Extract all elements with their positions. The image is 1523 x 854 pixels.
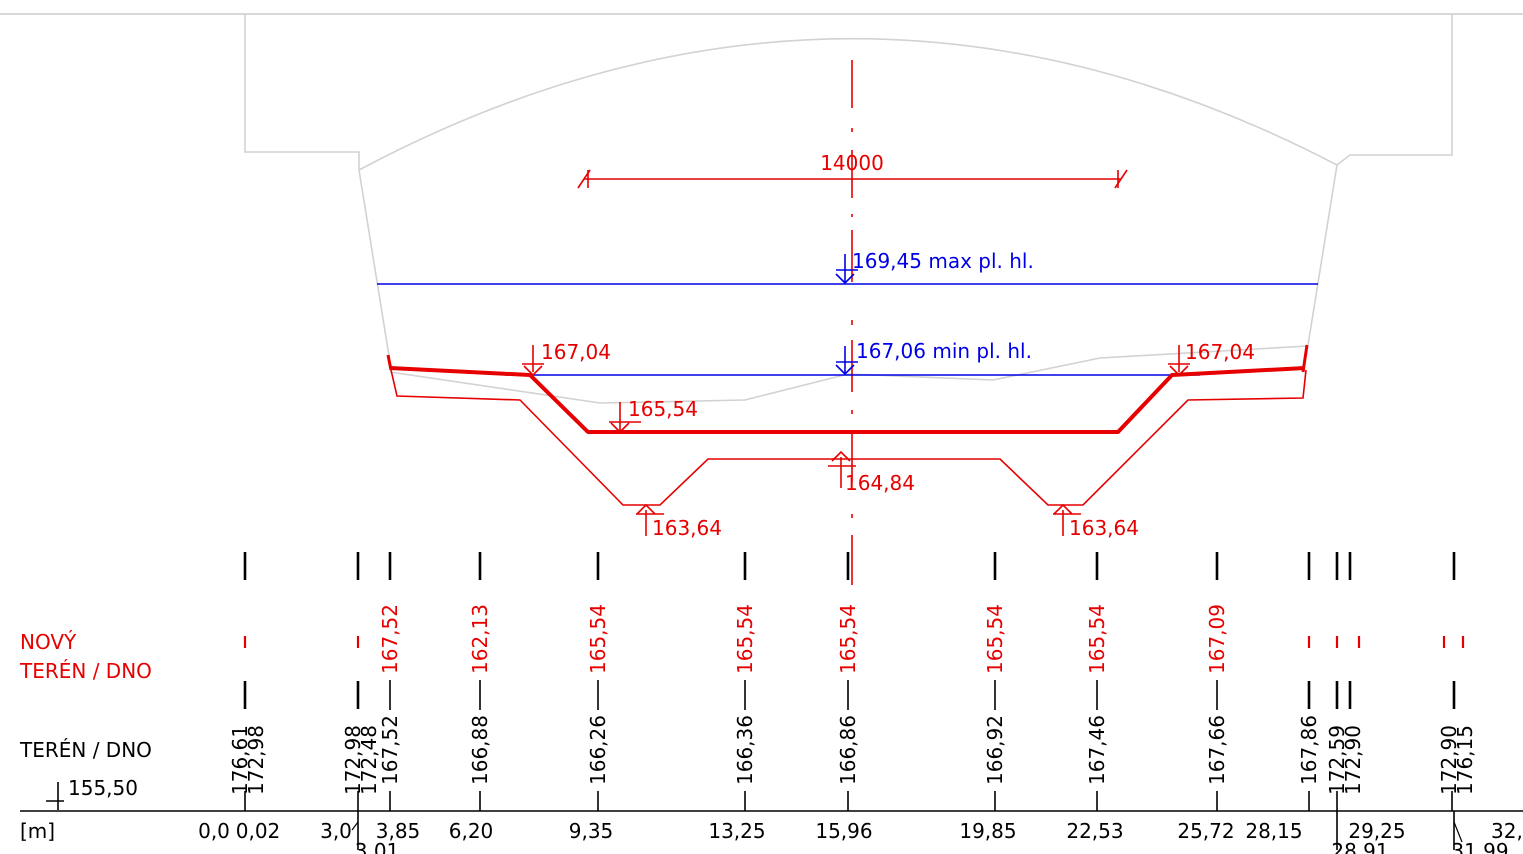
new-terrain-value: 167,09 [1205, 604, 1229, 674]
terrain-value: 172,90 [1341, 725, 1365, 795]
terrain-value: 167,52 [378, 715, 402, 785]
existing-terrain-line [389, 345, 1309, 404]
station-columns: 167,52 162,13 165,54 165,54 165,54 165,54 165,… [198, 552, 1523, 854]
station-label: 3,0 [320, 819, 352, 843]
new-terrain-value: 165,54 [586, 604, 610, 674]
station-label: 19,85 [959, 819, 1016, 843]
bridge-structure [244, 14, 1453, 404]
new-terrain-value: 165,54 [1085, 604, 1109, 674]
unit-label: [m] [20, 819, 55, 843]
elevation-label-bank-right: 167,04 [1185, 340, 1255, 364]
station-label: 32,0 [1491, 819, 1523, 843]
station-leader [1453, 821, 1463, 843]
station-label: 28,15 [1245, 819, 1302, 843]
new-terrain-value: 167,52 [378, 604, 402, 674]
dimension-14000 [577, 169, 1128, 189]
legend-new-terrain-line1: NOVÝ [20, 630, 77, 654]
elevation-label-center-low: 164,84 [845, 471, 915, 495]
elevation-label-bed: 165,54 [628, 397, 698, 421]
new-terrain-value: 162,13 [468, 604, 492, 674]
station-label: 3,85 [376, 819, 421, 843]
terrain-value: 176,15 [1453, 725, 1477, 795]
new-terrain-value: 165,54 [733, 604, 757, 674]
terrain-value: 167,66 [1205, 715, 1229, 785]
excavation-outline [390, 369, 1307, 506]
terrain-value: 172,48 [357, 725, 381, 795]
station-label: 13,25 [708, 819, 765, 843]
station-label: 0,0 [198, 819, 230, 843]
terrain-value: 167,46 [1085, 715, 1109, 785]
legend-new-terrain-line2: TERÉN / DNO [19, 659, 152, 683]
datum-marker-icon [46, 782, 64, 810]
station-label-lower: 28,91 [1331, 839, 1388, 854]
station-label: 9,35 [569, 819, 614, 843]
bridge-outline-right [1307, 14, 1453, 346]
station-label: 6,20 [449, 819, 494, 843]
elevation-label-bank-left: 167,04 [541, 340, 611, 364]
terrain-value: 166,36 [733, 715, 757, 785]
terrain-value: 172,59 [1325, 725, 1349, 795]
terrain-value: 166,88 [468, 715, 492, 785]
max-level-marker-icon [835, 254, 858, 285]
terrain-value: 172,98 [244, 725, 268, 795]
terrain-value: 176,61 [228, 725, 252, 795]
min-water-level-label: 167,06 min pl. hl. [856, 339, 1032, 363]
bank-edge-left [386, 354, 393, 371]
station-label-lower: 31,99 [1451, 839, 1508, 854]
station-label: 0,02 [236, 819, 281, 843]
min-level-marker-icon [835, 346, 858, 376]
terrain-value: 166,92 [983, 715, 1007, 785]
new-terrain-value: 165,54 [836, 604, 860, 674]
station-label: 15,96 [815, 819, 872, 843]
legend-terrain: TERÉN / DNO [19, 738, 152, 762]
new-channel-profile [389, 366, 1306, 434]
dimension-label: 14000 [820, 151, 884, 175]
terrain-value: 172,90 [1437, 725, 1461, 795]
terrain-value: 167,86 [1297, 715, 1321, 785]
terrain-value: 166,26 [586, 715, 610, 785]
station-label-lower: 3,01 [355, 839, 400, 854]
elevation-marker-icon [522, 345, 1190, 536]
terrain-value: 166,86 [836, 715, 860, 785]
station-label: 29,25 [1348, 819, 1405, 843]
new-terrain-value: 165,54 [983, 604, 1007, 674]
bank-edge-right [1301, 344, 1309, 373]
station-leader [351, 821, 359, 831]
elevation-label-foot-right: 163,64 [1069, 516, 1139, 540]
max-water-level-label: 169,45 max pl. hl. [852, 249, 1034, 273]
terrain-value: 172,98 [341, 725, 365, 795]
station-label: 25,72 [1177, 819, 1234, 843]
bridge-arch [358, 37, 1338, 171]
datum-label: 155,50 [68, 776, 138, 800]
bridge-outline [244, 14, 391, 363]
elevation-label-foot-left: 163,64 [652, 516, 722, 540]
station-label: 22,53 [1066, 819, 1123, 843]
